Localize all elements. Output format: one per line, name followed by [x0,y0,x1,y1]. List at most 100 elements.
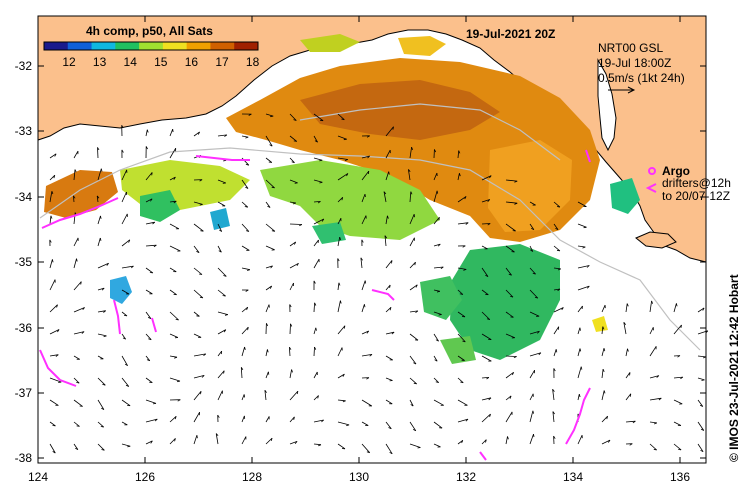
current-vector [97,355,104,360]
current-vector-head [337,258,340,262]
map-frame [37,15,707,464]
colorbar-tick-label: 15 [154,55,168,69]
current-vector [241,245,250,251]
current-vector [409,284,418,291]
current-vector-head [411,146,413,151]
current-vector-head [586,265,590,268]
current-vector-head [223,329,227,333]
current-vector [361,399,373,407]
current-vector [577,245,586,248]
current-vector [73,258,77,269]
current-vector [409,443,421,448]
current-vector [553,307,564,313]
current-vector [552,389,555,401]
current-vector [433,266,444,269]
current-vector [337,282,340,291]
scale-label: 0.5m/s (1kt 24h) [598,71,685,85]
current-vector-head [508,273,512,276]
current-vector-head [174,356,178,359]
current-vector [361,304,365,313]
current-vector [625,348,628,357]
current-vector [265,371,269,379]
current-vector-head [461,440,464,444]
current-vector [49,191,53,203]
current-vector-head [553,368,556,372]
x-tick-label: 136 [670,470,690,484]
y-tick-label: -34 [15,190,33,204]
current-vector-head [294,241,297,245]
current-vector-head [580,366,583,370]
current-vector [529,410,534,423]
current-vector-head [313,280,316,284]
current-vector-head [510,295,514,298]
current-vector [49,443,56,454]
current-vector [337,347,343,357]
current-vectors [49,113,709,455]
current-vector [289,323,291,335]
current-vector [697,399,704,407]
colorbar-segment [210,42,235,50]
current-vector [553,223,559,230]
current-vector [385,399,393,405]
current-vector-head [678,449,682,451]
current-vector [433,377,439,383]
current-vector [481,377,489,379]
current-vector [215,433,219,445]
current-vector [289,135,298,142]
current-vector-head [485,439,487,443]
current-vector [409,333,419,341]
current-vector-head [314,346,317,350]
current-vector [289,369,292,379]
current-vector [337,237,341,247]
current-vector [97,377,106,386]
current-vector-head [364,280,367,284]
current-vector [361,215,367,225]
current-vector [169,333,179,338]
current-vector-head [102,383,106,386]
current-vector-head [552,388,555,392]
current-vector [49,421,56,427]
current-vector-head [487,199,491,202]
current-vector [49,153,57,159]
current-vector [145,440,153,445]
current-vector-head [240,367,244,371]
colorbar-tick-label: 17 [215,55,229,69]
current-vector-head [603,348,606,352]
current-vector [217,179,226,184]
current-vector-head [51,191,54,195]
current-vector-head [389,284,391,288]
current-vector-head [533,434,535,438]
current-vector-head [437,243,441,247]
current-vector-head [196,251,200,253]
current-vector-head [100,426,104,428]
current-vector-head [294,441,298,444]
current-vector [457,267,467,270]
current-vector-head [318,444,322,447]
current-vector-head [552,411,555,415]
current-vector-head [344,159,348,161]
current-vector-head [513,356,517,359]
current-vector-head [343,325,346,329]
current-vector [193,289,204,299]
current-vector [505,289,514,298]
current-vector-head [76,425,80,427]
current-vector-head [623,322,627,325]
current-vector [121,355,128,366]
current-vector [337,135,347,140]
current-vector [385,149,391,159]
current-vector [313,395,319,401]
current-vector-head [299,224,303,227]
current-vector [289,157,295,163]
current-vector [49,354,59,357]
current-vector [193,435,198,445]
current-vector-head [224,314,228,316]
current-vector-head [173,200,177,204]
colorbar-segment [139,42,164,50]
current-vector [529,201,536,206]
drifter-track [39,349,77,387]
current-vector-head [292,202,297,205]
colorbar-segment [115,42,140,50]
current-vector-head [653,448,657,451]
current-vector-head [201,375,205,378]
current-vector [481,311,491,320]
